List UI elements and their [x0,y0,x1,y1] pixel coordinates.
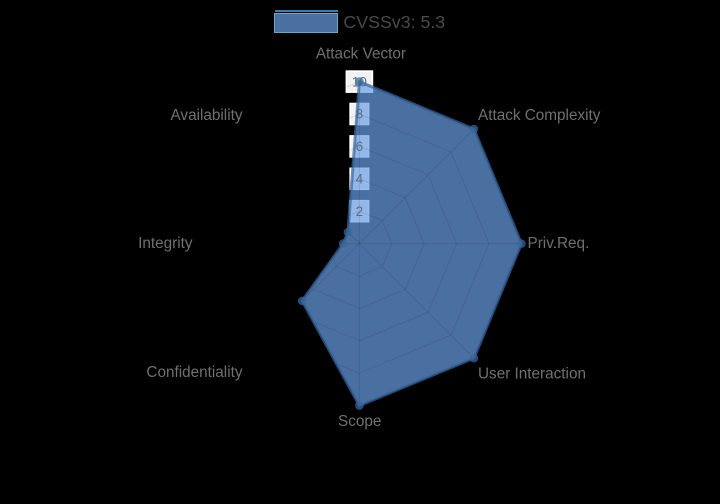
radial-tick-label: 4 [356,172,364,187]
axis-label-availability: Availability [171,107,243,124]
axis-label-integrity: Integrity [138,235,193,252]
radial-tick-label: 6 [356,139,364,154]
legend-swatch [274,0,339,33]
radar-grid [196,80,523,407]
radar-grid-ring [293,178,425,310]
radial-tick-label: 8 [356,107,364,122]
axis-label-attack-vector: Attack Vector [316,46,406,63]
radar-series-point [343,227,353,237]
axis-label-priv-req: Priv.Req. [528,235,590,252]
axis-label-attack-complexity: Attack Complexity [478,107,601,124]
axis-label-layer: Attack Vector Attack Complexity Priv.Req. U… [138,46,601,430]
radar-grid-spoke [358,243,475,359]
radar-series-point [469,124,479,134]
radar-series-point [517,239,526,248]
radar-series-point [338,239,348,248]
legend-line-sample [274,9,338,12]
radar-series-point [469,353,479,363]
axis-label-user-interaction: User Interaction [478,365,586,382]
radial-tick-label: 2 [356,204,364,219]
axis-label-scope: Scope [338,413,381,430]
radar-grid-spoke [358,128,475,245]
radar-grid-ring [261,145,458,342]
radar-grid-spoke [244,128,360,245]
radar-series-point [355,401,364,410]
legend-fill-sample [274,13,339,33]
radar-series-point [297,296,307,306]
axis-label-confidentiality: Confidentiality [146,364,242,381]
legend[interactable]: CVSSv3: 5.3 [274,0,445,33]
radar-series-point [355,77,364,86]
radar-grid-ring [229,113,490,374]
radar-series-fill [302,81,522,406]
legend-label: CVSSv3: 5.3 [343,12,446,33]
radar-grid-ring [326,210,393,277]
